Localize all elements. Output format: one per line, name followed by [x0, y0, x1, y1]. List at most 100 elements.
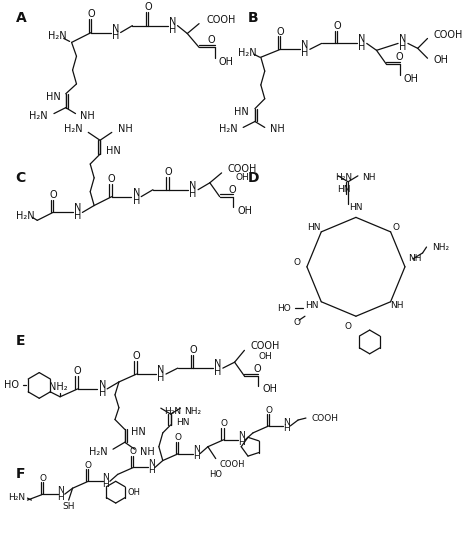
Text: COOH: COOH: [312, 414, 339, 422]
Text: H₂N: H₂N: [335, 173, 352, 182]
Text: E: E: [16, 334, 25, 348]
Text: H: H: [193, 452, 200, 461]
Text: N: N: [283, 418, 290, 426]
Text: O: O: [220, 420, 227, 428]
Text: OH: OH: [237, 206, 252, 217]
Text: H₂N: H₂N: [89, 447, 107, 457]
Text: OH: OH: [235, 173, 249, 182]
Text: HN: HN: [176, 418, 190, 426]
Text: NH: NH: [408, 255, 421, 263]
Text: NH: NH: [81, 111, 95, 121]
Text: SH: SH: [63, 502, 75, 510]
Text: COOH: COOH: [207, 15, 236, 24]
Text: O: O: [190, 345, 197, 355]
Text: HO: HO: [4, 381, 18, 390]
Text: NH: NH: [140, 447, 155, 457]
Text: D: D: [248, 171, 260, 185]
Text: O: O: [293, 318, 301, 327]
Text: NH: NH: [362, 173, 375, 182]
Text: O: O: [144, 2, 152, 12]
Text: H₂N: H₂N: [9, 493, 26, 502]
Text: NH: NH: [390, 301, 403, 310]
Text: H₂N: H₂N: [219, 124, 237, 135]
Text: H: H: [214, 367, 222, 377]
Text: HN: HN: [131, 427, 146, 437]
Text: H: H: [238, 438, 245, 447]
Text: N: N: [301, 40, 309, 50]
Text: OH: OH: [128, 488, 141, 497]
Text: H: H: [283, 425, 290, 433]
Text: H₂N: H₂N: [47, 31, 66, 41]
Text: H: H: [99, 388, 106, 398]
Text: NH₂: NH₂: [184, 407, 201, 415]
Text: HN: HN: [349, 203, 363, 212]
Text: HN: HN: [106, 146, 121, 156]
Text: A: A: [16, 11, 27, 25]
Text: NH₂: NH₂: [49, 382, 67, 392]
Text: N: N: [147, 459, 155, 468]
Text: N: N: [214, 359, 222, 369]
Text: H₂N: H₂N: [29, 111, 48, 121]
Text: COOH: COOH: [228, 164, 257, 174]
Text: H: H: [102, 480, 109, 489]
Text: N: N: [157, 365, 165, 375]
Text: HN: HN: [46, 92, 61, 102]
Text: O: O: [395, 52, 403, 62]
Text: H: H: [74, 211, 81, 222]
Text: H: H: [399, 42, 407, 52]
Text: N: N: [102, 473, 109, 482]
Text: H₂N: H₂N: [64, 124, 82, 135]
Text: HN: HN: [337, 185, 351, 194]
Text: N: N: [190, 181, 197, 191]
Text: OH: OH: [404, 74, 419, 84]
Text: O: O: [85, 461, 92, 470]
Text: H₂N: H₂N: [16, 211, 35, 222]
Text: H: H: [112, 31, 119, 41]
Text: N: N: [358, 34, 365, 45]
Text: HN: HN: [305, 301, 318, 310]
Text: O: O: [393, 223, 400, 232]
Text: O: O: [334, 21, 341, 30]
Text: HN: HN: [307, 223, 320, 232]
Text: HN: HN: [234, 106, 249, 117]
Text: H: H: [133, 195, 140, 206]
Text: H: H: [169, 24, 176, 35]
Text: OH: OH: [219, 57, 234, 67]
Text: O: O: [277, 27, 284, 36]
Text: COOH: COOH: [433, 29, 463, 40]
Text: H: H: [301, 48, 309, 58]
Text: HO: HO: [209, 470, 222, 479]
Text: COOH: COOH: [250, 342, 280, 351]
Text: N: N: [112, 23, 119, 34]
Text: H: H: [157, 373, 165, 383]
Text: O: O: [265, 406, 272, 415]
Text: OH: OH: [262, 384, 277, 394]
Text: HO: HO: [277, 304, 291, 313]
Text: F: F: [16, 468, 25, 482]
Text: H: H: [358, 42, 365, 52]
Text: O: O: [175, 433, 182, 443]
Text: NH₂: NH₂: [432, 243, 449, 251]
Text: N: N: [133, 188, 140, 198]
Text: H: H: [57, 493, 64, 502]
Text: O: O: [133, 351, 140, 361]
Text: O: O: [74, 366, 82, 376]
Text: H: H: [190, 188, 197, 199]
Text: O: O: [108, 174, 116, 184]
Text: OH: OH: [258, 352, 272, 361]
Text: O: O: [87, 9, 95, 19]
Text: O: O: [228, 185, 236, 195]
Text: B: B: [248, 11, 259, 25]
Text: OH: OH: [433, 55, 448, 65]
Text: H₂N: H₂N: [238, 48, 256, 58]
Text: NH: NH: [118, 124, 132, 135]
Text: N: N: [169, 17, 176, 27]
Text: O: O: [293, 258, 301, 267]
Text: O: O: [49, 190, 57, 200]
Text: N: N: [99, 380, 106, 390]
Text: O: O: [253, 364, 261, 374]
Text: NH: NH: [270, 124, 284, 135]
Text: O: O: [345, 321, 352, 331]
Text: O: O: [40, 474, 46, 483]
Text: H₂N: H₂N: [164, 407, 181, 415]
